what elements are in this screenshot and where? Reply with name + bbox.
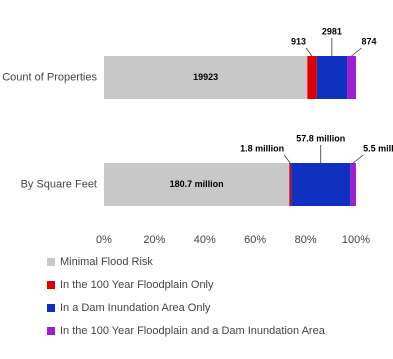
leader-line [305,47,313,57]
x-tick-label: 0% [96,234,112,246]
category-label: Count of Properties [2,71,97,83]
bar-segment [289,163,292,206]
data-label: 913 [291,36,306,46]
legend-label: In the 100 Year Floodplain Only [60,279,214,291]
legend-swatch [47,304,55,312]
bar-segment [104,56,308,99]
bar-segment [316,56,348,99]
legend-swatch [47,281,55,289]
leader-line [352,154,364,164]
data-label: 874 [362,36,377,46]
legend-label: In the 100 Year Floodplain and a Dam Inu… [60,325,326,337]
data-label: 180.7 million [170,179,224,189]
data-label: 1.8 million [240,143,284,153]
bar-segment [350,163,356,206]
bar-segment [347,56,356,99]
leader-line [283,154,291,164]
bar-segment [291,163,351,206]
bar-segment [307,56,317,99]
data-label: 57.8 million [296,133,345,143]
legend-label: Minimal Flood Risk [60,256,153,268]
bar-segment [104,163,290,206]
data-label: 19923 [193,72,218,82]
x-tick-label: 20% [143,234,165,246]
x-tick-label: 80% [295,234,317,246]
data-label: 5.5 million [363,143,393,153]
data-label: 2981 [322,26,342,36]
x-tick-label: 100% [342,234,370,246]
category-label: By Square Feet [21,178,97,190]
legend-swatch [47,327,55,335]
legend-swatch [47,258,55,266]
leader-line [351,47,362,57]
legend-label: In a Dam Inundation Area Only [60,302,211,314]
x-tick-label: 40% [194,234,216,246]
x-tick-label: 60% [244,234,266,246]
